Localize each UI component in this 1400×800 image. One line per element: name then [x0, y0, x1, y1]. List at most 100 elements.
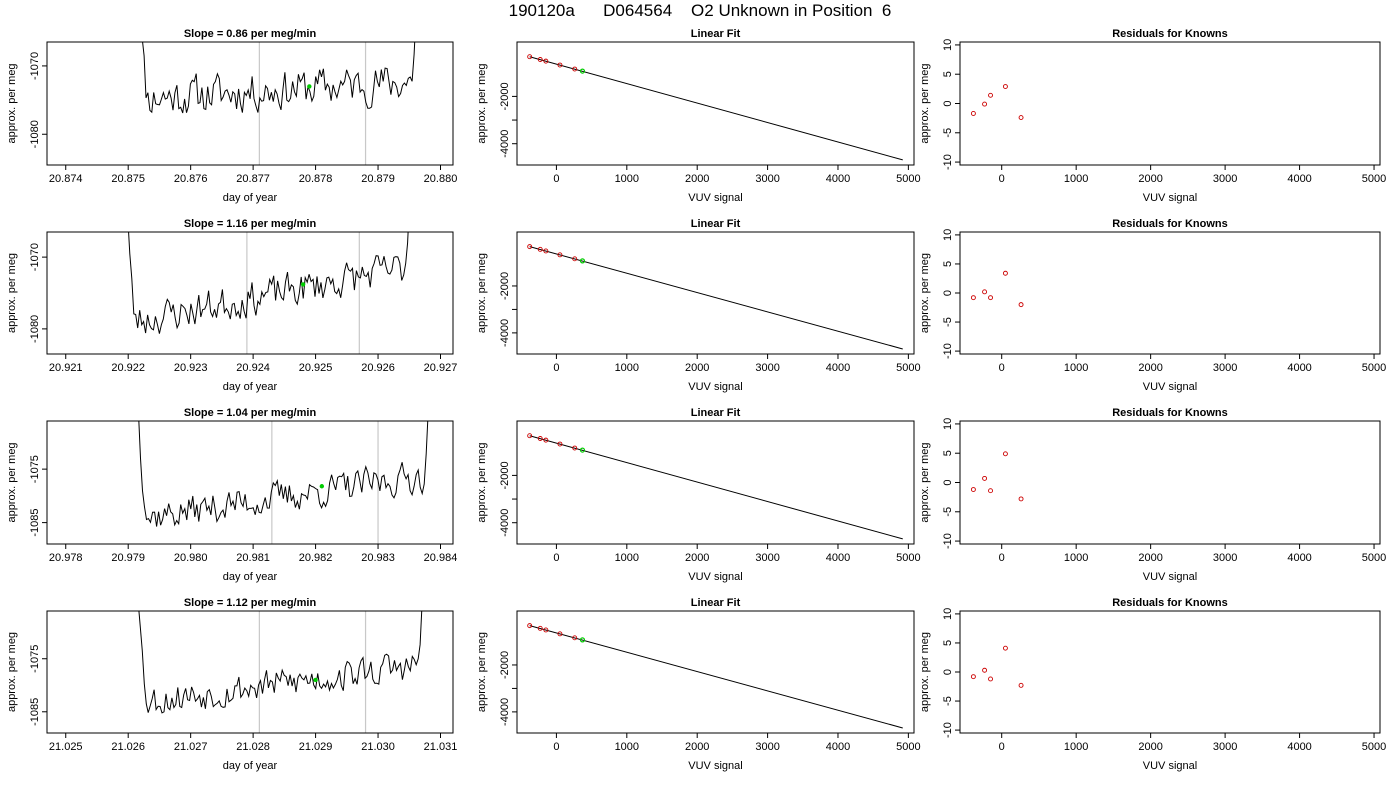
x-tick-label: 4000 [826, 173, 850, 185]
plot-frame [46, 231, 454, 355]
x-tick-label: 1000 [1064, 741, 1088, 753]
plot-frame [516, 420, 915, 545]
y-tick-label: -4000 [499, 698, 511, 726]
y-tick-label: -10 [942, 722, 954, 738]
plot-frame [959, 420, 1381, 545]
residual-point [982, 101, 988, 107]
x-tick-label: 4000 [826, 741, 850, 753]
x-tick-label: 2000 [1138, 173, 1162, 185]
y-axis-label: approx. per meg [476, 253, 488, 333]
fit-line [529, 56, 903, 161]
plot-frame [959, 610, 1381, 734]
known-point [557, 441, 563, 447]
y-tick-label: -2000 [499, 82, 511, 110]
x-tick-label: 1000 [615, 362, 639, 374]
known-point [557, 252, 563, 258]
x-axis-label: VUV signal [688, 571, 742, 583]
x-axis-label: day of year [223, 571, 278, 583]
residual-point [982, 289, 988, 295]
x-axis-label: VUV signal [688, 760, 742, 772]
y-tick-label: 5 [942, 450, 954, 456]
chart-title: Linear Fit [691, 218, 741, 230]
data-layer [138, 611, 423, 714]
figure-title: 190120a D064564 O2 Unknown in Position 6 [508, 1, 892, 20]
data-layer [527, 433, 903, 540]
x-tick-label: 1000 [1064, 552, 1088, 564]
known-point [527, 623, 533, 629]
residual-point [988, 92, 993, 98]
fit-line [529, 625, 903, 729]
y-axis-label: approx. per meg [6, 442, 18, 522]
chart-title: Linear Fit [691, 407, 741, 419]
y-tick-label: -10 [942, 154, 954, 170]
x-tick-label: 20.874 [49, 173, 83, 185]
residual-point [988, 295, 993, 301]
x-tick-label: 3000 [755, 552, 779, 564]
known-point [537, 246, 543, 252]
y-tick-label: -2000 [499, 651, 511, 679]
x-tick-label: 21.025 [49, 741, 83, 753]
x-tick-label: 20.922 [111, 362, 145, 374]
data-layer [138, 421, 429, 527]
x-tick-label: 0 [999, 741, 1005, 753]
y-axis-label: approx. per meg [476, 632, 488, 712]
series-line [142, 42, 416, 114]
chart-title: Residuals for Knowns [1112, 28, 1228, 40]
y-tick-label: -1080 [29, 120, 41, 148]
fit-line [529, 435, 903, 540]
chart-fit-row2: Linear Fit 0 1000 2000 3000 4000 5000 -2000 -400… [476, 218, 921, 393]
x-tick-label: 2000 [1138, 362, 1162, 374]
y-axis-label: approx. per meg [919, 253, 931, 333]
y-tick-label: -5 [942, 507, 954, 517]
x-tick-label: 0 [553, 362, 559, 374]
y-tick-label: -1075 [29, 645, 41, 673]
residual-point [1002, 645, 1008, 651]
x-tick-label: 20.978 [49, 552, 83, 564]
plot-frame [46, 41, 454, 166]
x-tick-label: 20.921 [49, 362, 83, 374]
x-tick-label: 1000 [615, 741, 639, 753]
x-axis-label: day of year [223, 381, 278, 393]
y-tick-label: -5 [942, 317, 954, 327]
residual-point [1018, 496, 1024, 502]
y-tick-label: 10 [942, 229, 954, 241]
data-layer [527, 244, 903, 350]
plot-frame [516, 231, 915, 355]
x-tick-label: 4000 [1287, 173, 1311, 185]
y-tick-label: -5 [942, 128, 954, 138]
y-tick-label: 0 [942, 100, 954, 106]
data-layer [527, 623, 903, 729]
x-axis-label: VUV signal [1143, 381, 1197, 393]
y-axis-label: approx. per meg [919, 63, 931, 143]
y-tick-label: -4000 [499, 130, 511, 158]
x-tick-label: 20.925 [299, 362, 333, 374]
chart-title: Residuals for Knowns [1112, 597, 1228, 609]
known-point [537, 57, 543, 62]
chart-residuals-row1: Residuals for Knowns 0 1000 2000 3000 4000 500… [919, 28, 1386, 204]
plot-frame [959, 231, 1381, 355]
unknown-point [319, 484, 325, 489]
y-axis-label: approx. per meg [919, 442, 931, 522]
x-tick-label: 2000 [685, 741, 709, 753]
x-tick-label: 5000 [1362, 552, 1386, 564]
data-layer [970, 645, 1024, 688]
x-tick-label: 20.981 [236, 552, 270, 564]
series-line [138, 611, 423, 714]
x-tick-label: 0 [999, 173, 1005, 185]
x-tick-label: 21.027 [174, 741, 208, 753]
residual-point [970, 295, 976, 301]
x-tick-label: 2000 [1138, 741, 1162, 753]
y-tick-label: -2000 [499, 272, 511, 300]
chart-residuals-row4: Residuals for Knowns 0 1000 2000 3000 4000 500… [919, 597, 1386, 772]
known-point [527, 433, 533, 439]
y-tick-label: -1070 [29, 243, 41, 271]
series-line [128, 232, 409, 334]
y-axis-label: approx. per meg [6, 63, 18, 143]
residual-point [982, 475, 988, 481]
x-axis-label: VUV signal [688, 192, 742, 204]
chart-residuals-row3: Residuals for Knowns 0 1000 2000 3000 4000 500… [919, 407, 1386, 583]
residual-point [1002, 451, 1008, 457]
x-tick-label: 3000 [1213, 552, 1237, 564]
y-tick-label: 10 [942, 608, 954, 620]
x-tick-label: 3000 [1213, 173, 1237, 185]
